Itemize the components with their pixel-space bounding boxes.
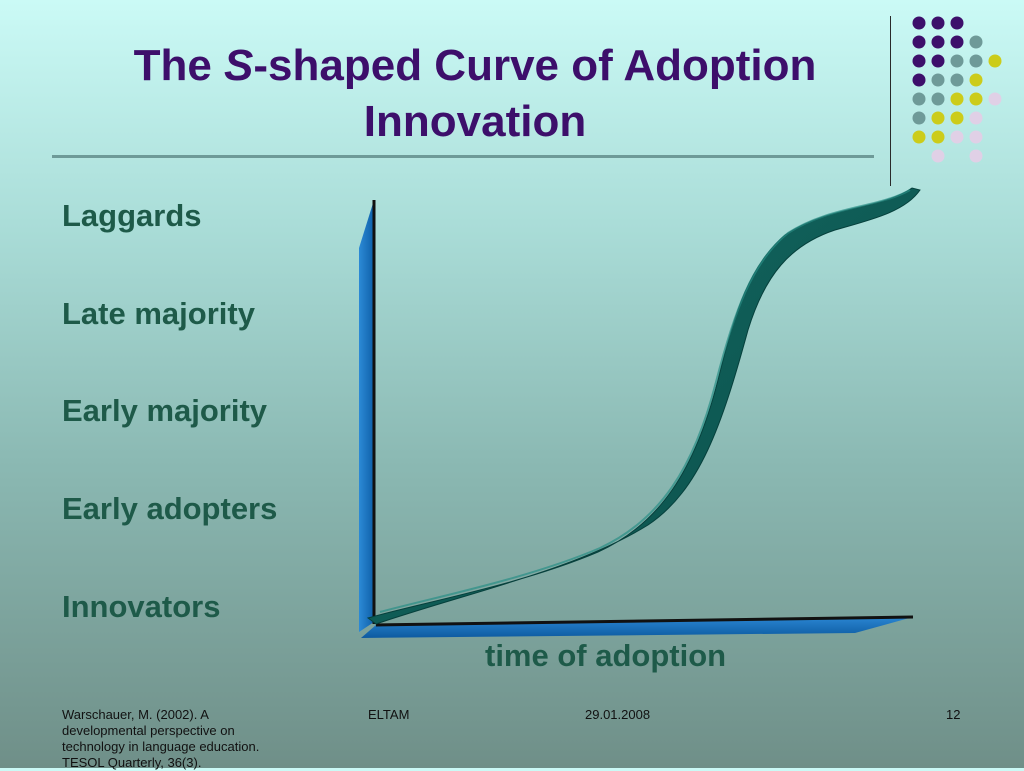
title-divider <box>52 155 874 158</box>
vertical-divider <box>890 16 891 186</box>
y-axis <box>359 200 374 632</box>
footer-date: 29.01.2008 <box>585 707 651 722</box>
x-axis <box>361 617 913 638</box>
stage-label-innovators: Innovators <box>62 589 221 624</box>
stage-label-late-majority: Late majority <box>62 296 255 331</box>
footer-page-number: 12 <box>946 707 961 722</box>
stage-label-early-majority: Early majority <box>62 393 268 428</box>
footer-citation: Warschauer, M. (2002). A developmental p… <box>62 707 260 770</box>
x-axis-label: time of adoption <box>485 638 727 673</box>
stage-label-early-adopters: Early adopters <box>62 491 278 526</box>
s-curve-ribbon <box>366 187 921 625</box>
footer-org: ELTAM <box>368 707 410 722</box>
s-curve-highlight <box>379 189 911 613</box>
title-italic-s: S <box>224 41 254 90</box>
title-line2: Innovation <box>363 97 587 146</box>
title-rest: -shaped Curve of Adoption <box>253 41 817 90</box>
title-prefix: The <box>133 41 225 90</box>
x-axis-edge <box>375 615 914 627</box>
stage-label-laggards: Laggards <box>62 198 202 233</box>
slide-title: The S-shaped Curve of Adoption Innovatio… <box>40 38 910 150</box>
